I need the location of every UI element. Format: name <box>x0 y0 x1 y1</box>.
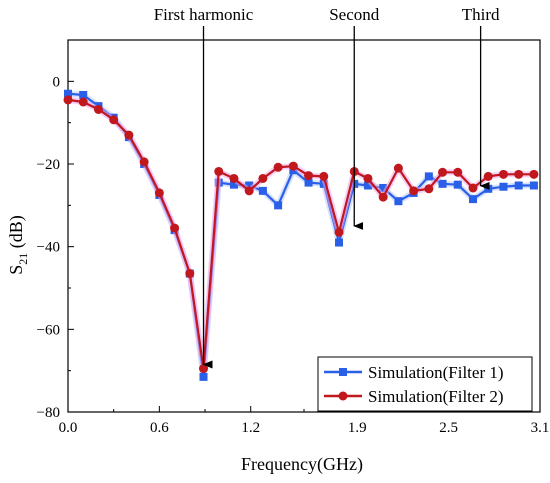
y-tick-label: −60 <box>37 322 60 338</box>
plot-border <box>67 39 541 413</box>
annotation-layer: First harmonic Second Third <box>154 5 500 369</box>
data-point <box>438 167 448 177</box>
annotation-label: Second <box>329 5 380 24</box>
y-tick-label: −20 <box>37 157 60 173</box>
data-point <box>258 173 268 183</box>
legend: Simulation(Filter 1) Simulation(Filter 2… <box>317 356 533 412</box>
data-point <box>393 163 403 173</box>
y-tick-label: −80 <box>37 405 60 421</box>
series-halo <box>67 96 534 372</box>
annotation-label: Third <box>462 5 500 24</box>
x-tick-label: 3.1 <box>531 420 550 436</box>
data-point <box>529 169 539 179</box>
series-filter-1 <box>64 89 538 381</box>
data-point <box>244 186 254 196</box>
data-point <box>394 197 403 206</box>
data-point <box>170 223 180 233</box>
data-point <box>409 186 419 196</box>
data-point <box>229 180 238 189</box>
data-point <box>514 181 523 190</box>
legend-label: Simulation(Filter 1) <box>368 363 504 382</box>
y-axis-label-main: S <box>6 265 26 275</box>
legend-marker <box>338 391 348 401</box>
data-point <box>379 183 388 192</box>
legend-label: Simulation(Filter 2) <box>368 387 504 406</box>
annotation: Third <box>462 5 500 190</box>
data-point <box>453 167 463 177</box>
x-axis-label: Frequency(GHz) <box>241 454 363 475</box>
data-point <box>468 183 478 193</box>
data-point <box>484 184 493 193</box>
data-point <box>498 169 508 179</box>
series-filter-2 <box>63 95 539 374</box>
data-point <box>229 173 239 183</box>
x-tick-label: 0.6 <box>150 420 169 436</box>
data-point <box>245 181 254 190</box>
data-point <box>214 166 224 176</box>
data-point <box>124 130 134 140</box>
series-line <box>67 98 534 370</box>
data-point <box>288 161 298 171</box>
x-tick-label: 0.0 <box>59 420 78 436</box>
legend-item-filter-1: Simulation(Filter 1) <box>324 363 504 382</box>
annotation-label: First harmonic <box>154 5 254 24</box>
data-point <box>258 186 267 195</box>
legend-box <box>317 356 533 412</box>
y-axis-label: S21 (dB) <box>6 215 30 275</box>
data-point <box>79 90 88 99</box>
x-axis: 0.0 0.6 1.2 1.9 2.5 3.1 <box>59 406 550 436</box>
x-tick-label: 2.5 <box>439 420 458 436</box>
series-layer <box>63 89 539 381</box>
data-point <box>64 89 72 98</box>
data-point <box>109 115 119 125</box>
data-point <box>304 171 314 181</box>
y-tick-label: 0 <box>53 74 61 90</box>
data-point <box>319 171 329 181</box>
legend-marker <box>339 368 347 376</box>
data-point <box>199 372 208 381</box>
data-point <box>363 181 372 190</box>
data-point <box>469 195 478 204</box>
series-halo <box>67 90 534 380</box>
legend-item-filter-2: Simulation(Filter 2) <box>324 387 504 406</box>
data-point <box>424 172 433 181</box>
data-point <box>529 181 538 190</box>
data-point <box>185 269 195 279</box>
data-point <box>438 179 447 188</box>
data-point <box>499 182 508 191</box>
data-point <box>424 184 434 194</box>
data-point <box>483 171 493 181</box>
data-point <box>363 173 373 183</box>
series-line <box>67 92 534 378</box>
data-point <box>453 180 462 189</box>
y-axis-label-rest: (dB) <box>6 215 27 253</box>
data-point <box>334 227 344 237</box>
data-point <box>335 238 344 247</box>
data-point <box>274 201 283 210</box>
data-point <box>514 169 524 179</box>
plot-frame <box>67 39 541 413</box>
x-tick-label: 1.9 <box>348 420 367 436</box>
annotation: Second <box>329 5 380 230</box>
data-point <box>304 178 313 187</box>
data-point <box>378 192 388 202</box>
data-point <box>63 95 73 105</box>
x-tick-label: 1.2 <box>241 420 260 436</box>
data-point <box>199 364 209 374</box>
y-tick-label: −40 <box>37 240 60 256</box>
data-point <box>273 162 283 172</box>
data-point <box>139 157 149 167</box>
data-point <box>93 104 103 114</box>
data-point <box>78 97 88 107</box>
y-axis-label-sub: 21 <box>16 253 30 265</box>
annotation: First harmonic <box>154 5 254 369</box>
data-point <box>154 188 164 198</box>
y-axis: 0 −20 −40 −60 −80 <box>37 74 74 421</box>
